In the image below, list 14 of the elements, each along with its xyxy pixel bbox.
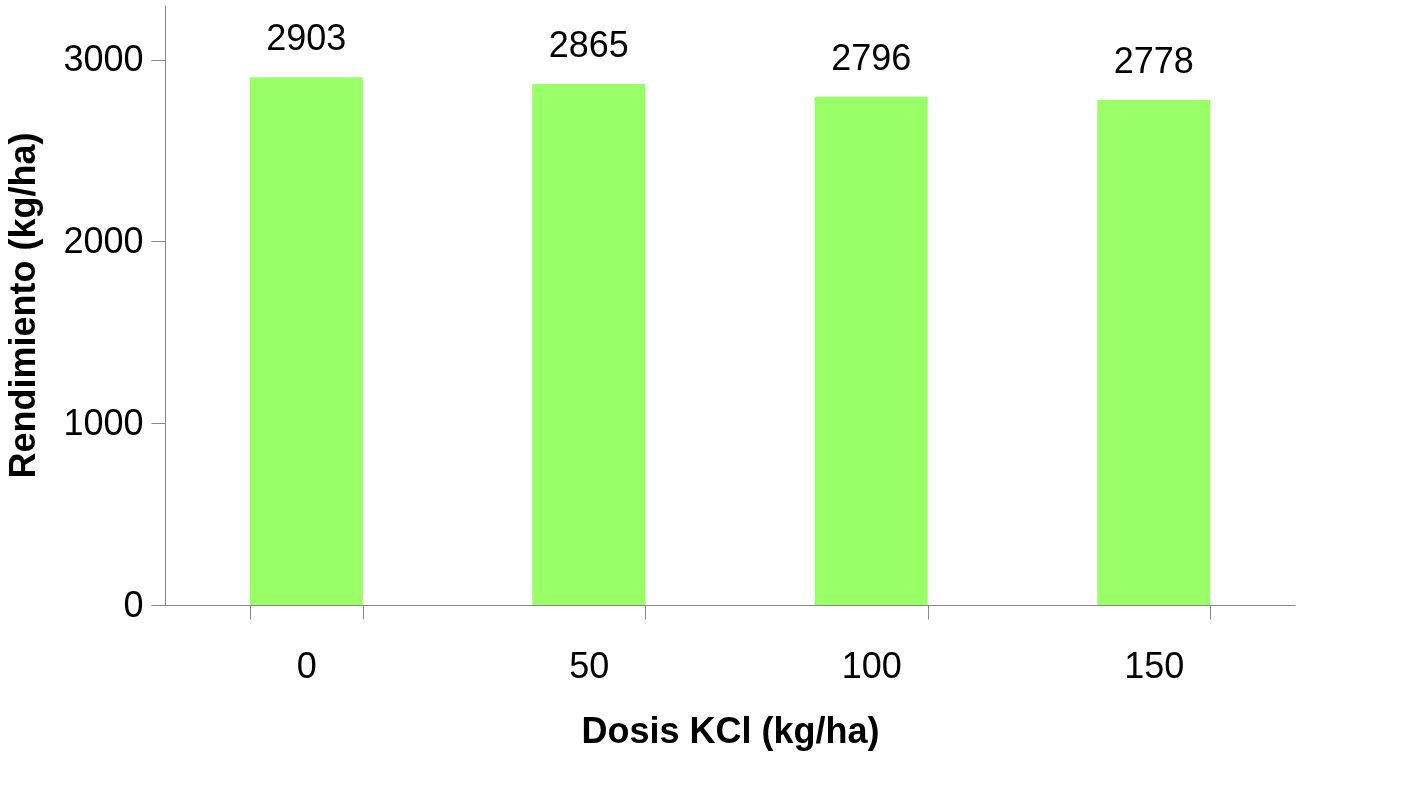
x-tick-label: 150 [1124, 644, 1185, 686]
y-tick-label: 3000 [63, 38, 144, 80]
x-tick-label: 50 [569, 644, 610, 686]
x-tick-label: 100 [841, 644, 902, 686]
data-label: 2796 [831, 36, 912, 78]
y-tick-label: 0 [123, 583, 144, 625]
y-tick-label: 2000 [63, 219, 144, 261]
y-axis-title: Rendimiento (kg/ha) [2, 132, 44, 479]
data-label: 2865 [548, 24, 629, 66]
x-axis-title: Dosis KCl (kg/ha) [581, 709, 880, 751]
y-tick-label: 1000 [63, 401, 144, 443]
x-tick-label: 0 [296, 644, 317, 686]
data-label: 2903 [266, 17, 347, 59]
data-label: 2778 [1113, 39, 1194, 81]
